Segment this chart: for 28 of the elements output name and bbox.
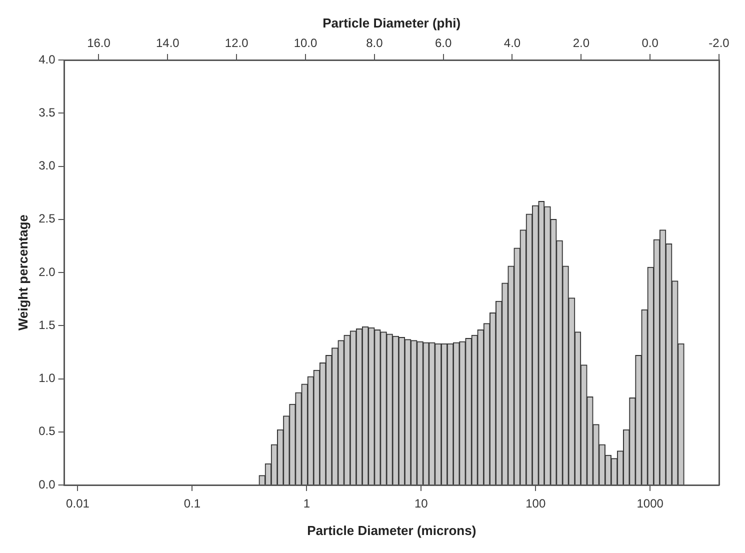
y-tick-label: 1.0: [38, 371, 56, 386]
x2-tick-label: -2.0: [708, 36, 730, 50]
x2-tick-label: 2.0: [572, 36, 590, 50]
x-tick-label: 100: [526, 496, 546, 511]
y-axis-title: Weight percentage: [15, 214, 30, 331]
x2-tick-label: 8.0: [366, 36, 384, 50]
x-tick-label: 1: [303, 496, 310, 511]
x2-tick-label: 6.0: [434, 36, 452, 50]
x2-tick-label: 16.0: [87, 36, 111, 50]
y-tick-label: 2.5: [38, 212, 56, 226]
x-tick-label: 0.01: [66, 496, 90, 511]
y-tick-label: 3.5: [38, 105, 56, 120]
x-axis-title: Particle Diameter (microns): [307, 522, 476, 538]
x2-tick-label: 4.0: [504, 36, 521, 50]
x2-axis-title: Particle Diameter (phi): [322, 15, 461, 30]
y-tick-label: 0.5: [38, 424, 56, 438]
y-tick-label: 0.0: [38, 477, 56, 492]
y-tick-label: 4.0: [38, 52, 56, 66]
x-tick-label: 0.1: [184, 496, 201, 511]
x2-tick-label: 12.0: [224, 36, 249, 50]
x2-tick-label: 10.0: [294, 36, 318, 50]
x2-tick-label: 14.0: [156, 36, 180, 50]
x-tick-label: 1000: [636, 496, 664, 511]
y-tick-label: 1.5: [38, 318, 56, 332]
y-tick-label: 3.0: [38, 158, 56, 173]
x2-tick-label: 0.0: [642, 36, 659, 50]
y-tick-label: 2.0: [38, 264, 56, 279]
x-tick-label: 10: [414, 496, 428, 511]
